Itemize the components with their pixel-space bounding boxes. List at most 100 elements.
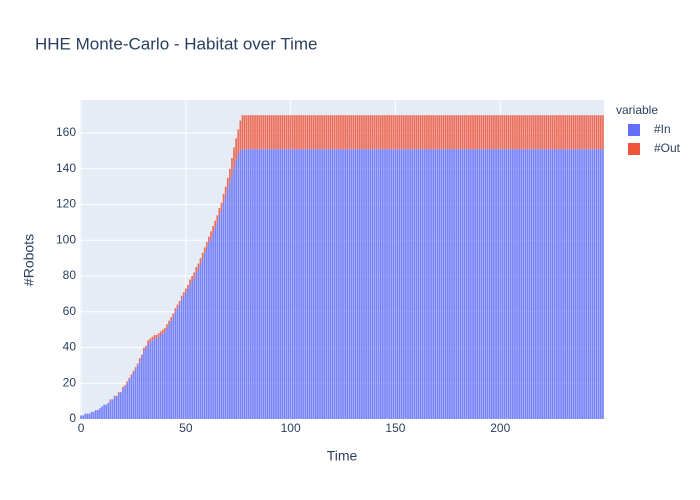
bar (153, 338, 156, 419)
bar (344, 115, 346, 150)
bar (130, 374, 133, 377)
bar (543, 149, 546, 419)
bar (103, 404, 105, 419)
legend-title: variable (616, 103, 658, 117)
legend-swatch[interactable] (628, 124, 640, 136)
bar (499, 149, 502, 419)
bar (210, 238, 212, 419)
bar (581, 115, 583, 150)
bar (547, 115, 550, 150)
bar (109, 399, 112, 402)
bar (249, 149, 252, 419)
bar (541, 115, 544, 150)
bar (434, 149, 437, 419)
bar (342, 115, 344, 150)
bar (203, 247, 206, 253)
bar (214, 227, 217, 419)
bar (247, 149, 250, 419)
bar (159, 335, 162, 419)
bar (170, 317, 173, 321)
bar (551, 115, 554, 150)
bar (553, 149, 556, 419)
bar (549, 149, 552, 419)
bar (516, 149, 518, 419)
bar (294, 149, 296, 419)
bar (249, 115, 252, 150)
bar (166, 327, 168, 419)
bar (352, 115, 355, 150)
bar (507, 149, 510, 419)
x-tick-label: 150 (385, 421, 405, 435)
bar (338, 149, 340, 419)
bar (532, 149, 535, 419)
y-tick-label: 60 (63, 304, 77, 318)
bar (342, 149, 344, 419)
bar (96, 410, 99, 419)
bar (449, 149, 451, 419)
bar (180, 299, 183, 419)
bar (426, 115, 428, 150)
bar (237, 129, 240, 155)
bar (419, 115, 422, 150)
bar (509, 115, 512, 150)
bar (346, 149, 349, 419)
bar (241, 149, 244, 419)
bar (346, 115, 349, 150)
bar (591, 149, 594, 419)
bar (386, 115, 388, 150)
bar (449, 115, 451, 150)
bar (423, 115, 426, 150)
bar (270, 149, 273, 419)
bar (421, 149, 424, 419)
bar (302, 115, 305, 150)
legend-swatch[interactable] (628, 143, 640, 155)
bar (497, 115, 499, 150)
legend-label[interactable]: #In (654, 122, 671, 136)
bar (516, 115, 518, 150)
bar (455, 149, 458, 419)
bar (226, 177, 229, 189)
bar (348, 115, 351, 150)
bar (384, 149, 386, 419)
bar (365, 115, 367, 150)
bar (444, 149, 447, 419)
bar (268, 149, 271, 419)
bar (296, 115, 298, 150)
bar (136, 363, 139, 366)
bar (205, 242, 208, 248)
bar (522, 149, 525, 419)
bar (168, 320, 170, 325)
bar (168, 324, 170, 419)
bar (430, 149, 432, 419)
y-tick-label: 40 (63, 340, 77, 354)
bar (388, 115, 390, 150)
bar (126, 383, 128, 419)
bar (361, 149, 363, 419)
bar (363, 115, 365, 150)
bar (530, 115, 533, 150)
bar (138, 358, 141, 362)
bar (350, 115, 353, 150)
bar (203, 252, 206, 419)
legend-label[interactable]: #Out (654, 141, 681, 155)
bar (329, 149, 332, 419)
bar (157, 333, 160, 337)
bar (411, 149, 414, 419)
bar (375, 149, 378, 419)
bar (264, 149, 267, 419)
bar (413, 149, 416, 419)
bar (122, 388, 124, 419)
bar (593, 115, 596, 150)
bar (314, 149, 317, 419)
bar (187, 284, 189, 289)
bar (386, 149, 388, 419)
bar (478, 149, 481, 419)
bar (245, 115, 248, 150)
bar (143, 347, 145, 352)
bar (101, 406, 103, 419)
bar (560, 115, 562, 150)
bars (80, 115, 604, 419)
bar (164, 327, 166, 332)
bar (572, 115, 575, 150)
